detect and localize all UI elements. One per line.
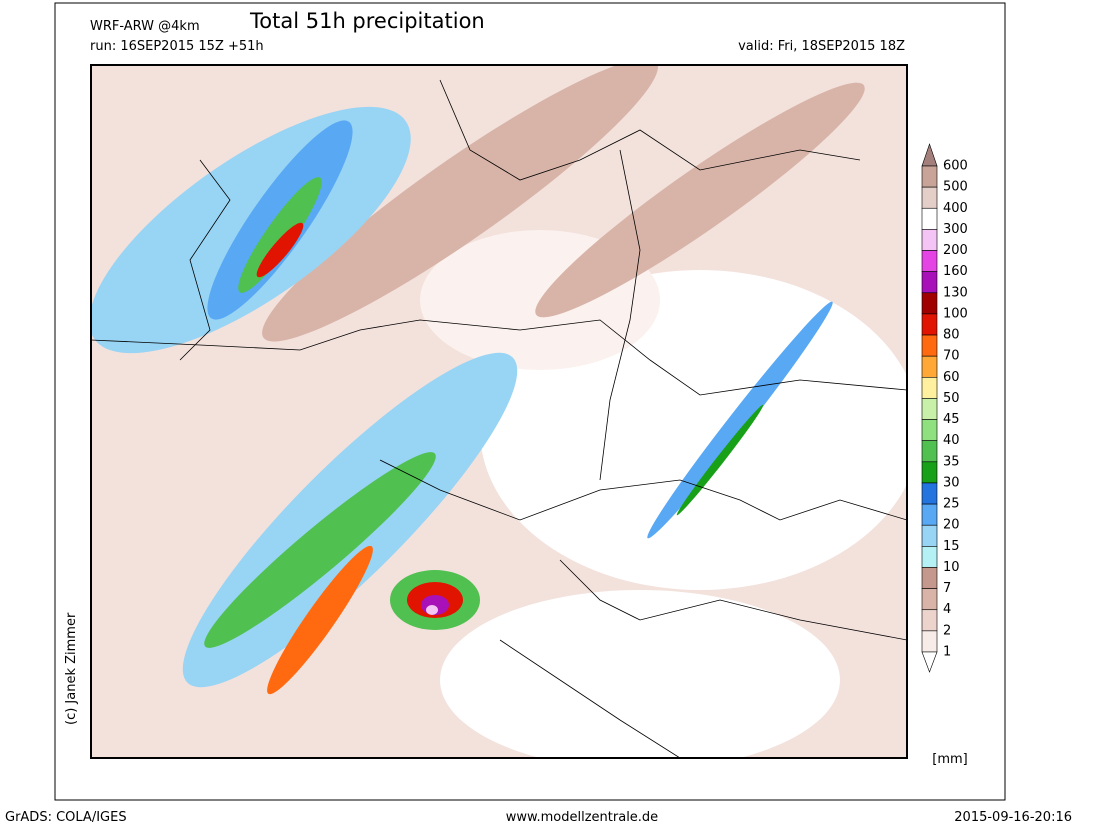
colorbar-label: 4 — [943, 602, 951, 617]
colorbar-box — [921, 546, 938, 568]
coastline — [179, 159, 231, 361]
colorbar-box — [921, 355, 938, 378]
colorbar-box — [921, 250, 938, 272]
rain-band — [647, 301, 833, 539]
colorbar-box — [921, 461, 938, 484]
rain-band — [238, 177, 322, 293]
colorbar-label: 600 — [943, 159, 968, 174]
colorbar-label: 160 — [943, 264, 968, 279]
colorbar-box — [921, 503, 938, 526]
colorbar-label: 20 — [943, 518, 960, 533]
colorbar-box — [921, 630, 938, 653]
rain-band — [267, 545, 373, 695]
colorbar-label: 400 — [943, 201, 968, 216]
colorbar-label: 300 — [943, 222, 968, 237]
colorbar-label: 2 — [943, 623, 951, 638]
colorbar-label: 50 — [943, 391, 960, 406]
colorbar-label: 7 — [943, 581, 951, 596]
border — [599, 149, 641, 481]
footer-right: 2015-09-16-20:16 — [954, 810, 1072, 825]
colorbar-box — [921, 334, 938, 357]
colorbar-label: 25 — [943, 497, 960, 512]
colorbar-box — [921, 229, 938, 251]
colorbar-box — [921, 419, 938, 441]
colorbar-label: 70 — [943, 349, 960, 364]
colorbar-label: 10 — [943, 560, 960, 575]
colorbar-box — [921, 377, 938, 399]
colorbar-label: 45 — [943, 412, 960, 427]
rain-band — [535, 82, 865, 318]
precipitation-field — [91, 65, 907, 758]
colorbar-label: 80 — [943, 328, 960, 343]
colorbar-label: 30 — [943, 475, 960, 490]
colorbar-label: 130 — [943, 285, 968, 300]
colorbar-bottom-triangle — [921, 651, 938, 673]
coastline — [439, 79, 861, 181]
map-border — [90, 64, 908, 759]
rain-band — [676, 404, 764, 516]
colorbar-label: 60 — [943, 370, 960, 385]
colorbar-label: 15 — [943, 539, 960, 554]
rain-band — [262, 65, 658, 342]
model-label: WRF-ARW @4km — [90, 19, 200, 34]
footer-left: GrADS: COLA/IGES — [5, 810, 127, 825]
rain-band — [256, 222, 304, 278]
colorbar-box — [921, 313, 938, 336]
border — [91, 319, 907, 396]
valid-label: valid: Fri, 18SEP2015 18Z — [738, 39, 905, 54]
footer-center: www.modellzentrale.de — [506, 810, 658, 825]
colorbar-box — [921, 440, 938, 463]
colorbar-box — [921, 207, 938, 230]
colorbar-box — [921, 588, 938, 611]
colorbar-box — [921, 482, 938, 505]
map-title: Total 51h precipitation — [249, 9, 485, 33]
credit: (c) Janek Zimmer — [64, 612, 79, 725]
unit-label: [mm] — [932, 752, 967, 767]
colorbar-label: 100 — [943, 306, 968, 321]
border — [379, 459, 907, 521]
colorbar-label: 40 — [943, 433, 960, 448]
colorbar-box — [921, 271, 938, 294]
run-label: run: 16SEP2015 15Z +51h — [90, 39, 264, 54]
colorbar-label: 1 — [943, 645, 951, 660]
colorbar-box — [921, 186, 938, 209]
colorbar: 600 500 400 300 200 160 130 100 80 70 60 50 45 40 35 30… — [921, 143, 968, 673]
colorbar-label: 200 — [943, 243, 968, 258]
colorbar-box — [921, 524, 938, 547]
rain-cell — [426, 605, 438, 615]
rain-band — [204, 452, 436, 648]
coastline — [499, 639, 681, 758]
colorbar-box — [921, 292, 938, 315]
colorbar-box — [921, 567, 938, 589]
dry-area — [440, 590, 840, 758]
colorbar-label: 35 — [943, 454, 960, 469]
colorbar-box — [921, 398, 938, 420]
border — [559, 559, 907, 641]
colorbar-box — [921, 165, 938, 188]
colorbar-label: 500 — [943, 180, 968, 195]
colorbar-box — [921, 609, 938, 632]
